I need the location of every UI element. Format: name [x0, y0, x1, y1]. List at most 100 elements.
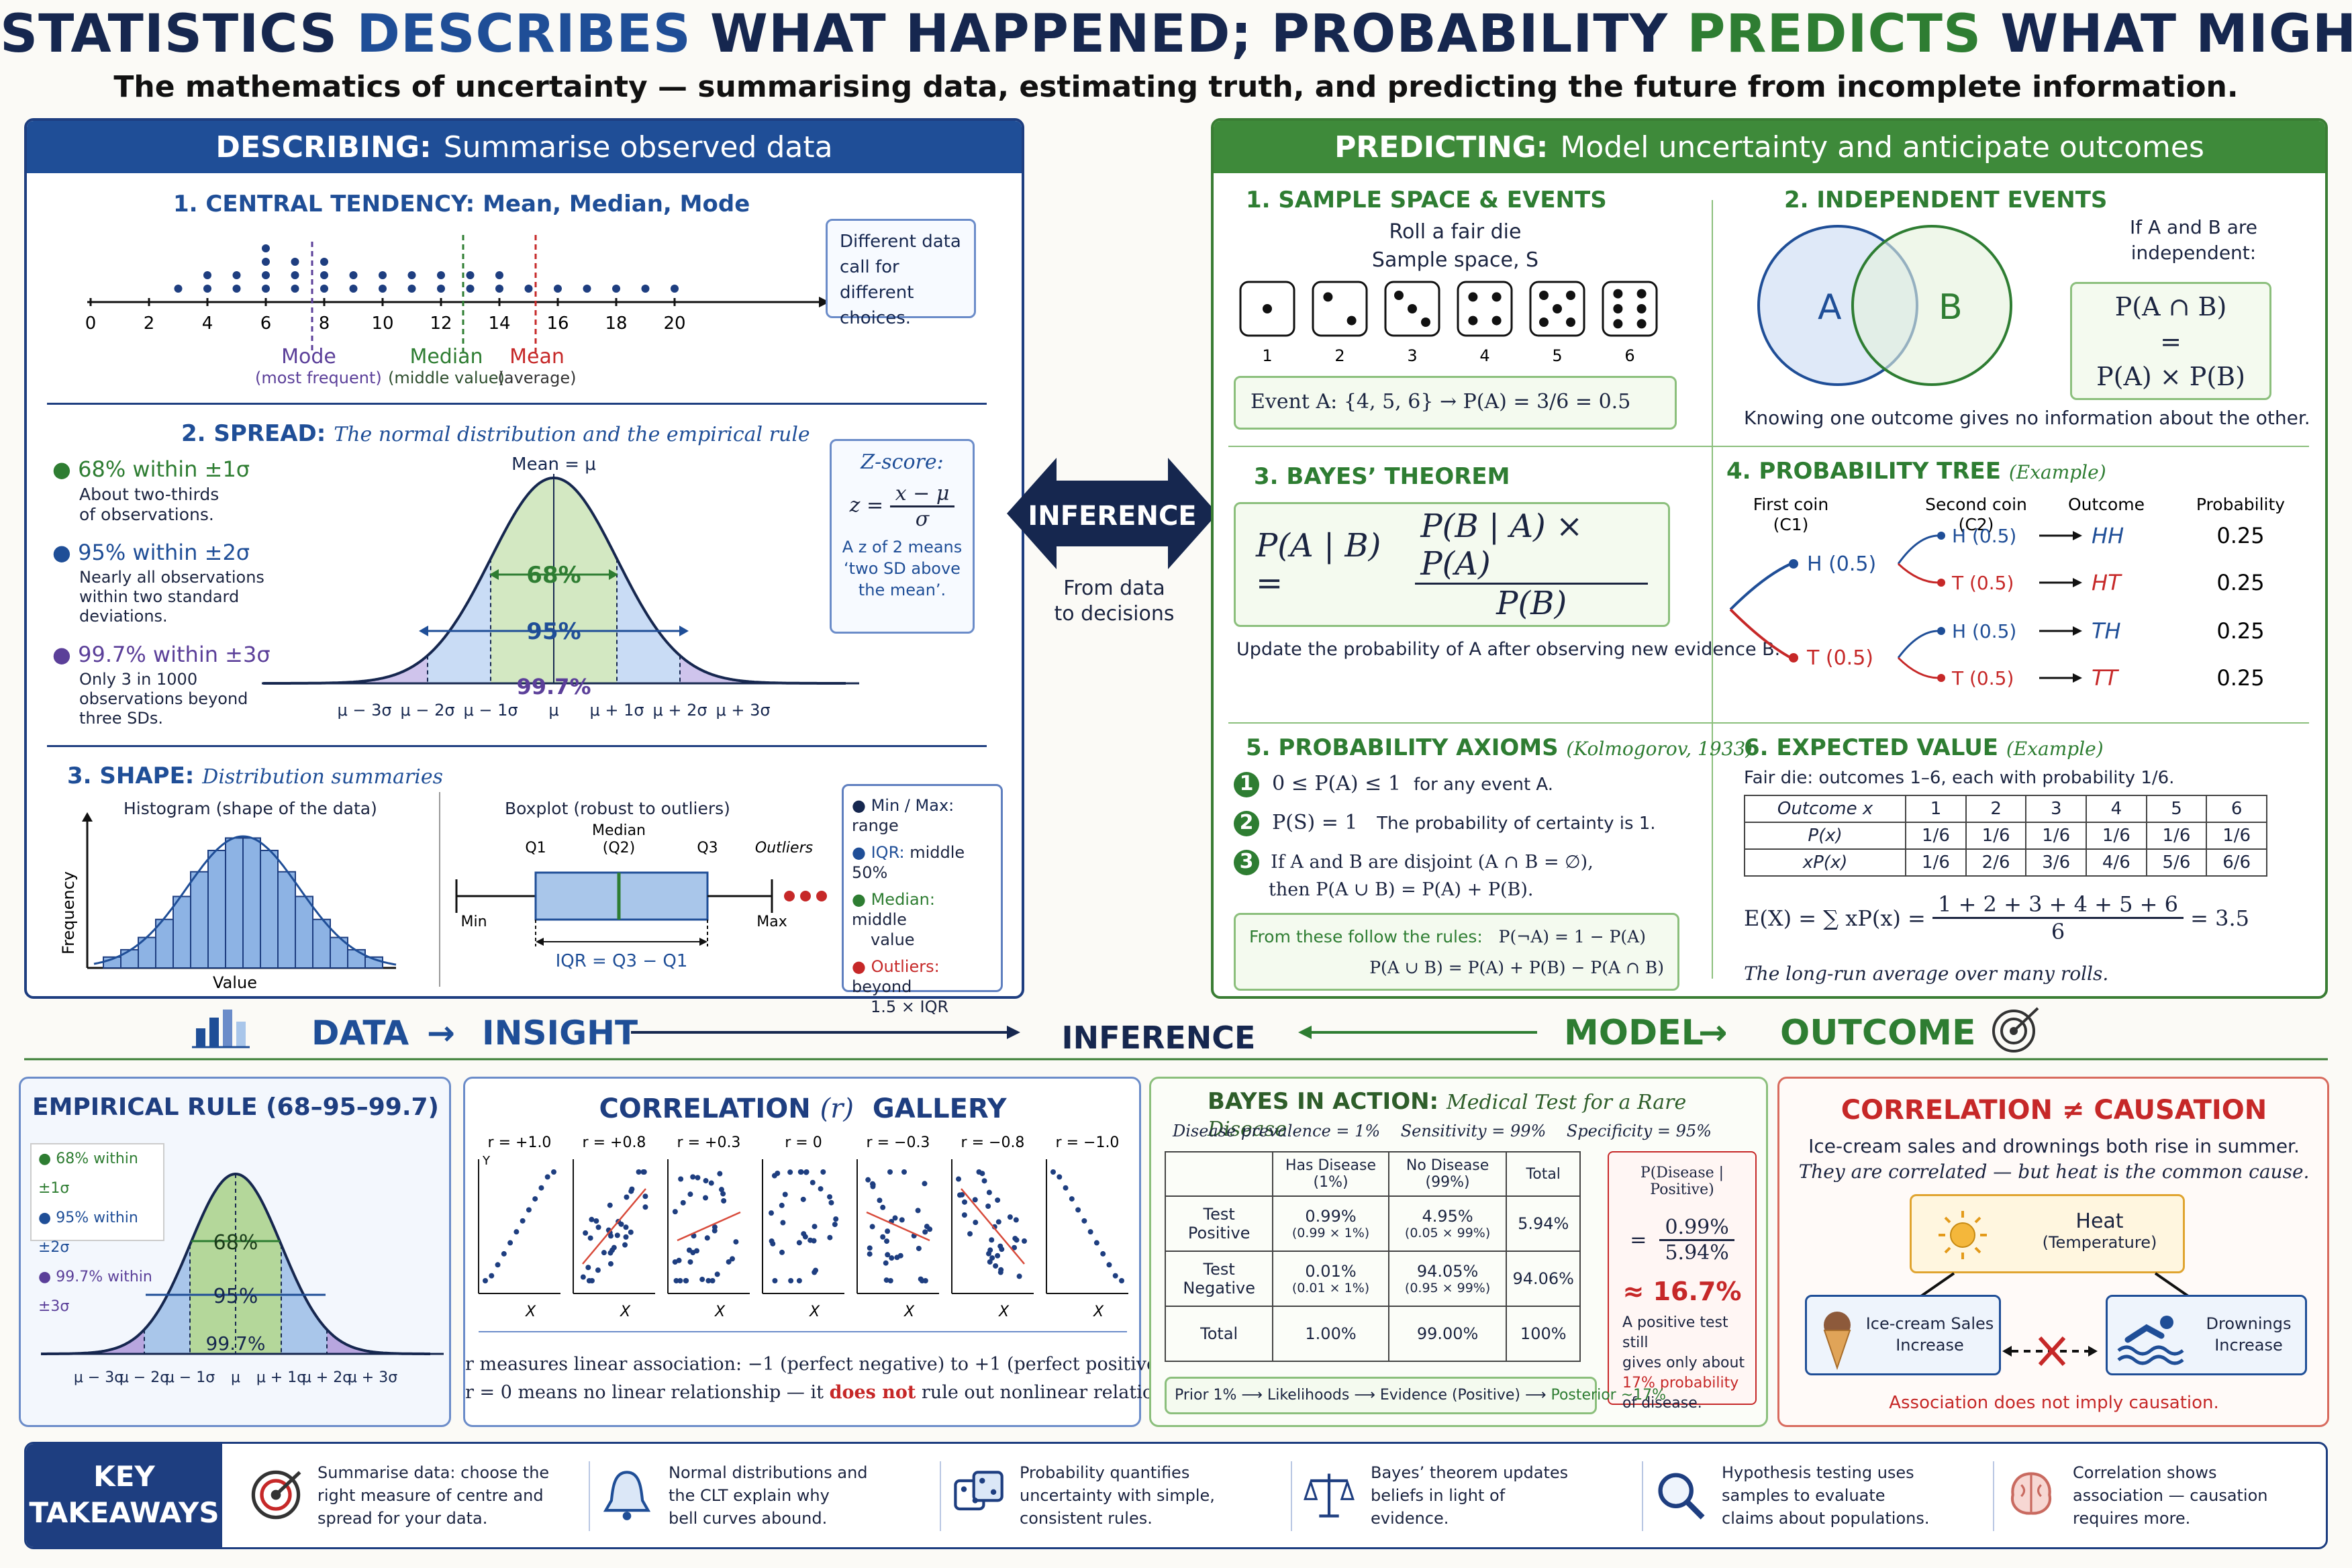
takeaway-line: claims about populations. — [1722, 1509, 1930, 1528]
scatter-point — [986, 1189, 992, 1195]
chain-step: Posterior ~17% — [1551, 1387, 1667, 1404]
bayes-action-title-bold: BAYES IN ACTION: — [1208, 1088, 1439, 1115]
predicting-panel: PREDICTING: Model uncertainty and anticip… — [1211, 118, 2328, 999]
corr-note-2a: r = 0 means no linear relationship — it — [465, 1382, 830, 1403]
table-cell: 1/6 — [2025, 822, 2088, 850]
corr-title-c: GALLERY — [872, 1093, 1007, 1124]
ind-note-line: independent: — [2130, 242, 2257, 264]
sigma-tick-label: μ − 1σ — [463, 701, 518, 720]
axis-tick-label: 10 — [371, 313, 393, 334]
legend-value: beyond — [852, 977, 912, 996]
icecream-text: Increase — [1896, 1336, 1964, 1355]
scatter-point — [730, 1256, 736, 1262]
scatterplot: r = −0.8 X — [951, 1134, 1034, 1320]
tree-outcome: HH — [2092, 523, 2124, 548]
scatter-point — [607, 1233, 614, 1239]
table-cell: 1/6 — [1905, 822, 1967, 850]
min-label: Min — [460, 914, 487, 930]
mode-label: Mode (most frequent) — [255, 345, 382, 387]
max-label: Max — [756, 914, 787, 930]
scatter-point — [916, 1245, 922, 1251]
bayes-action-title: BAYES IN ACTION: Medical Test for a Rare… — [1208, 1088, 1766, 1142]
spread-title-num: 2. SPREAD: — [181, 420, 326, 447]
scatter-point — [708, 1180, 714, 1186]
rule-997-desc: Only 3 in 1000 observations beyond three S… — [79, 670, 248, 728]
table-cell: 2/6 — [1965, 848, 2027, 877]
histogram-title: Histogram (shape of the data) — [124, 799, 377, 818]
axiom-2-formula: P(S) = 1 — [1272, 811, 1358, 834]
rule-997-text: 99.7% within ±3σ — [78, 642, 271, 667]
histogram: Frequency Value — [59, 812, 397, 992]
scatterplot: r = +1.0 Y X — [478, 1134, 560, 1320]
sigma-tick-label: μ − 1σ — [165, 1369, 215, 1386]
table-cell: 1/6 — [2086, 822, 2147, 850]
median-text: Median — [409, 345, 483, 369]
scatter-point — [877, 1197, 883, 1204]
scatter-point — [585, 1265, 591, 1271]
histogram-bar — [225, 837, 244, 969]
scatter-point — [869, 1224, 875, 1230]
data-dot — [466, 271, 475, 279]
spread-title-rest: The normal distribution and the empirica… — [334, 423, 810, 446]
tree-head: Outcome — [2068, 495, 2145, 514]
prob-tree-example: (Example) — [2008, 461, 2106, 483]
scatter-point — [803, 1169, 810, 1175]
axiom-number-icon: 1 — [1234, 772, 1259, 797]
scatter-point — [989, 1237, 995, 1243]
corr-note-2: r = 0 means no linear relationship — it … — [465, 1382, 1218, 1403]
rule-desc-line: deviations. — [79, 607, 168, 626]
scatter-point — [993, 1263, 999, 1269]
sigma-tick-label: μ − 3σ — [74, 1369, 124, 1386]
table-cell: 100% — [1506, 1306, 1581, 1362]
emp-95: 95% — [213, 1285, 258, 1308]
flow-inference: INFERENCE — [1062, 1020, 1256, 1056]
corr-note-2b: does not — [829, 1382, 916, 1403]
scatter-point — [622, 1242, 628, 1248]
scatter-point — [636, 1169, 642, 1175]
table-cell: 0.01% (0.01 × 1%) — [1272, 1251, 1389, 1307]
posterior-formula: = 0.99% 5.94% — [1609, 1216, 1755, 1265]
scatter-point — [699, 1277, 705, 1283]
axiom-2-text: The probability of certainty is 1. — [1377, 814, 1656, 834]
sigma-tick-label: μ + 2σ — [302, 1369, 352, 1386]
scatter-point — [1013, 1217, 1019, 1223]
die-label: 3 — [1407, 346, 1417, 365]
venn-diagram: A B — [1757, 225, 2012, 386]
flow-outcome: OUTCOME — [1780, 1013, 1976, 1053]
scatter-point — [583, 1230, 589, 1236]
rule-desc-line: About two-thirds — [79, 485, 219, 504]
rule-desc-line: of observations. — [79, 505, 214, 524]
rule-95: ● 95% within ±2σ — [52, 540, 250, 565]
table-header-cell: No Disease (99%) — [1387, 1151, 1508, 1197]
divider — [589, 1461, 590, 1531]
posterior-label: P(Disease | Positive) — [1640, 1165, 1724, 1198]
zscore-note-line: the mean’. — [858, 581, 946, 599]
independence-formula: P(A ∩ B) = P(A) × P(B) — [2070, 282, 2271, 400]
bayes-formula: P(A | B) = P(B | A) × P(A) P(B) — [1234, 502, 1670, 627]
drowning-text: Drownings — [2206, 1314, 2292, 1333]
boxplot-title: Boxplot (robust to outliers) — [505, 799, 730, 818]
scatter-point — [987, 1247, 993, 1253]
scatter-point — [973, 1220, 979, 1226]
q3-label: Q3 — [697, 840, 718, 856]
scatterplot: r = +0.3 X — [667, 1134, 750, 1320]
die-label: 2 — [1334, 346, 1344, 365]
pct-68: 68% — [526, 562, 581, 589]
takeaway-item: Normal distributions and the CLT explain … — [599, 1461, 941, 1535]
scatter-point — [901, 1169, 908, 1175]
describing-header-bold: DESCRIBING: — [215, 130, 432, 164]
scatter-point — [1016, 1273, 1022, 1279]
table-cell: 5 — [2145, 795, 2208, 823]
scatter-point — [796, 1278, 802, 1283]
axis-tick-label: 14 — [488, 313, 510, 334]
sigma-tick-label: μ − 2σ — [119, 1369, 169, 1386]
table-cell: 1.00% — [1272, 1306, 1389, 1362]
scatter-point — [695, 1175, 701, 1181]
scatter-point — [1014, 1237, 1020, 1243]
scatter-point — [922, 1181, 928, 1187]
data-dot — [320, 258, 328, 266]
scatter-point — [673, 1278, 679, 1283]
scatter-point — [507, 1240, 513, 1246]
mean-sub: (average) — [497, 369, 577, 387]
